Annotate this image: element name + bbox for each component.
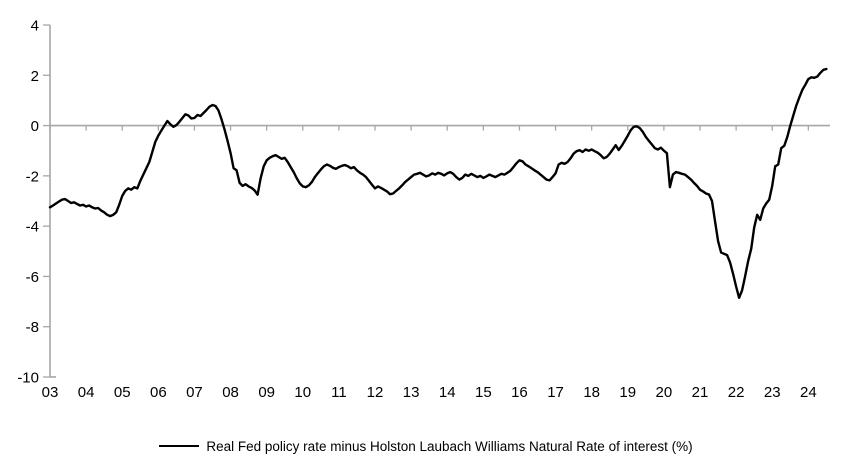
legend-line-sample (159, 445, 200, 447)
x-tick-label: 03 (42, 384, 59, 401)
x-tick-label: 12 (367, 384, 384, 401)
x-tick-label: 07 (186, 384, 203, 401)
y-tick-label: -2 (26, 168, 39, 185)
y-tick-label: -6 (26, 269, 39, 286)
legend-label: Real Fed policy rate minus Holston Lauba… (206, 438, 693, 454)
x-tick-label: 09 (258, 384, 275, 401)
x-tick-label: 21 (692, 384, 709, 401)
y-tick-label: -10 (17, 370, 39, 387)
y-tick-label: -4 (26, 219, 39, 236)
x-tick-label: 13 (403, 384, 420, 401)
x-tick-label: 08 (222, 384, 239, 401)
x-tick-label: 20 (656, 384, 673, 401)
x-tick-label: 15 (475, 384, 492, 401)
x-tick-label: 22 (728, 384, 745, 401)
x-tick-label: 24 (800, 384, 817, 401)
x-tick-label: 17 (547, 384, 564, 401)
x-tick-label: 23 (764, 384, 781, 401)
y-tick-label: -8 (26, 319, 39, 336)
y-tick-label: 0 (31, 118, 39, 135)
x-tick-label: 10 (294, 384, 311, 401)
x-tick-label: 19 (619, 384, 636, 401)
x-tick-label: 16 (511, 384, 528, 401)
x-tick-label: 11 (331, 384, 347, 401)
y-tick-label: 4 (31, 18, 39, 35)
y-tick-label: 2 (31, 68, 39, 85)
x-tick-label: 14 (439, 384, 456, 401)
x-tick-label: 18 (583, 384, 600, 401)
series-line (48, 67, 828, 299)
x-tick-label: 06 (150, 384, 167, 401)
x-tick-label: 05 (114, 384, 131, 401)
x-tick-label: 04 (78, 384, 95, 401)
chart-legend: Real Fed policy rate minus Holston Lauba… (0, 431, 852, 461)
